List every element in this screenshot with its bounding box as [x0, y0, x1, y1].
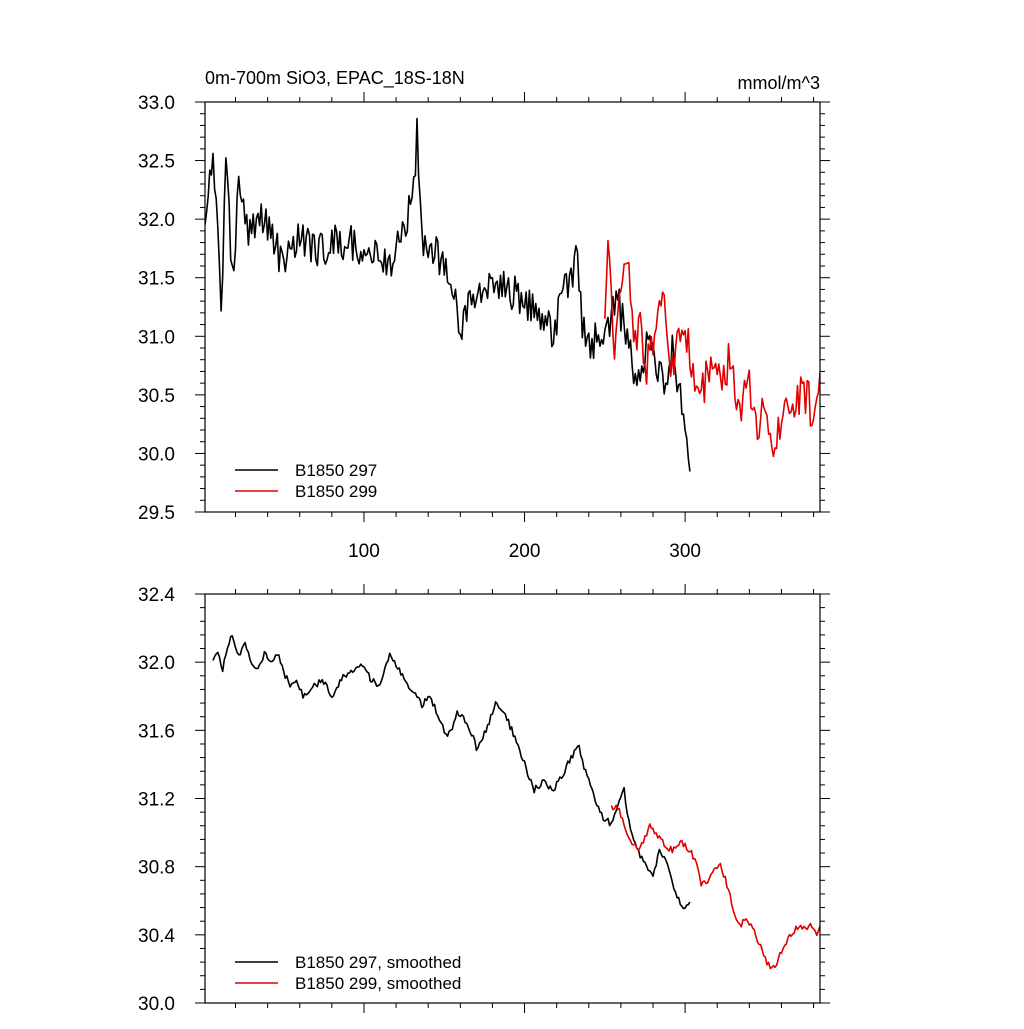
units-label: mmol/m^3 — [738, 73, 820, 93]
y-tick-label: 32.5 — [138, 152, 175, 173]
series-line-1 — [205, 117, 691, 472]
y-tick-label: 30.8 — [138, 858, 175, 879]
series-line-2 — [604, 239, 820, 458]
y-tick-label: 30.0 — [138, 994, 175, 1015]
legend-label-2: B1850 299 — [295, 482, 377, 501]
y-tick-label: 30.0 — [138, 444, 175, 465]
series-line-2 — [610, 804, 820, 970]
plot-frame — [204, 101, 821, 513]
y-tick-label: 32.0 — [138, 653, 175, 674]
x-tick-label: 300 — [669, 541, 701, 562]
y-tick-label: 30.4 — [138, 926, 175, 947]
y-tick-label: 31.6 — [138, 721, 175, 742]
y-tick-label: 31.5 — [138, 269, 175, 290]
legend-label-1: B1850 297, smoothed — [295, 953, 461, 972]
legend-label-2: B1850 299, smoothed — [295, 974, 461, 993]
series-group — [205, 117, 820, 472]
y-tick-label: 32.0 — [138, 210, 175, 231]
y-tick-label: 31.2 — [138, 790, 175, 811]
chart-title: 0m-700m SiO3, EPAC_18S-18N — [205, 68, 465, 89]
y-tick-label: 33.0 — [138, 93, 175, 114]
y-tick-label: 31.0 — [138, 327, 175, 348]
panel-bottom: 30.0 30.4 30.8 31.2 31.6 32.0 32.4 B1850 297, s… — [138, 584, 830, 1015]
y-tick-label: 30.5 — [138, 386, 175, 407]
x-tick-label: 100 — [348, 541, 380, 562]
series-line-1 — [212, 635, 691, 910]
y-tick-label: 32.4 — [138, 585, 175, 606]
plot-frame — [204, 593, 821, 1004]
x-tick-label: 200 — [509, 541, 541, 562]
y-tick-label: 29.5 — [138, 503, 175, 524]
series-group — [212, 635, 820, 970]
legend-label-1: B1850 297 — [295, 461, 377, 480]
panel-top: 29.5 30.0 30.5 31.0 31.5 32.0 32.5 33.0 100 200 30… — [138, 68, 830, 562]
